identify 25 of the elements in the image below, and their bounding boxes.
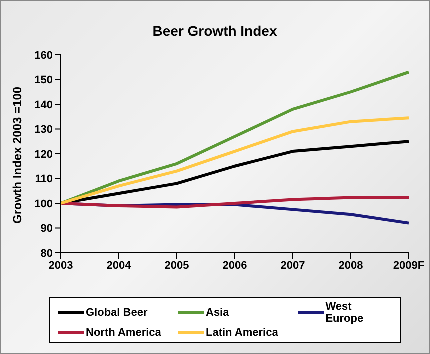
y-tick-label: 120 bbox=[34, 148, 53, 161]
x-tick-label: 2005 bbox=[164, 260, 190, 272]
legend-label: North America bbox=[86, 327, 162, 339]
y-tick-label: 110 bbox=[35, 174, 53, 186]
y-tick-label: 80 bbox=[40, 248, 53, 260]
x-tick-label: 2003 bbox=[48, 260, 74, 272]
x-tick-label: 2004 bbox=[106, 260, 132, 272]
y-tick-label: 90 bbox=[40, 223, 53, 236]
legend-label: Global Beer bbox=[86, 307, 148, 319]
line-series bbox=[60, 196, 410, 209]
x-tick-label: 2008 bbox=[338, 260, 364, 272]
y-axis-title: Growth Index 2003 =100 bbox=[10, 86, 24, 224]
y-tick-label: 140 bbox=[34, 99, 53, 112]
y-tick-label: 150 bbox=[34, 74, 53, 87]
legend-label: West Europe bbox=[326, 301, 365, 325]
legend-label: Latin America bbox=[206, 327, 278, 339]
y-tick-label: 130 bbox=[34, 124, 53, 136]
chart-title: Beer Growth Index bbox=[152, 23, 278, 41]
x-tick-label: 2009F bbox=[393, 260, 425, 272]
x-tick-label: 2006 bbox=[222, 260, 248, 272]
x-tick-label: 2007 bbox=[280, 260, 306, 272]
y-tick-label: 160 bbox=[34, 50, 53, 62]
line-series bbox=[60, 116, 410, 205]
y-tick-label: 100 bbox=[34, 198, 53, 210]
legend-label: Asia bbox=[206, 307, 230, 319]
